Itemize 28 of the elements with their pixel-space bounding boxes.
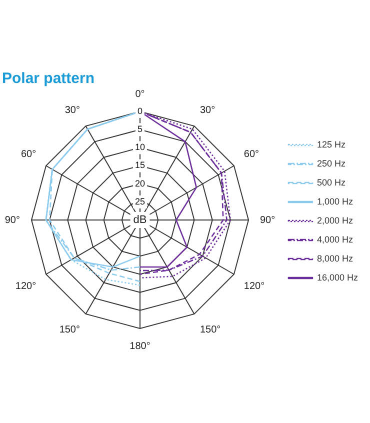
legend-label: 16,000 Hz	[316, 272, 358, 282]
spoke-label: 0°	[135, 88, 145, 100]
legend-label: 8,000 Hz	[316, 253, 354, 264]
y-tick-label: 0	[137, 106, 143, 116]
y-tick-label: 5	[137, 124, 143, 134]
y-tick-label: 10	[134, 142, 146, 152]
spoke-label: 60°	[244, 148, 260, 160]
spoke-label: 150°	[59, 324, 80, 336]
legend-label: 125 Hz	[316, 139, 346, 150]
spoke-label: 30°	[200, 104, 216, 116]
legend-label: 4,000 Hz	[316, 234, 354, 244]
y-tick-label: 15	[134, 160, 146, 170]
spoke-label: 180°	[130, 340, 150, 352]
legend-label: 1,000 Hz	[316, 196, 354, 206]
chart-title: Polar pattern	[2, 70, 95, 88]
legend-label: 250 Hz	[316, 158, 346, 168]
spoke-label: 90°	[260, 214, 276, 226]
spoke-label: 120°	[15, 280, 36, 292]
text: dB	[133, 214, 147, 226]
spoke-label: 120°	[244, 280, 265, 292]
spoke-label: 150°	[200, 324, 221, 336]
y-tick-label: 25	[134, 196, 146, 206]
spoke-label: 90°	[4, 214, 20, 226]
legend-label: 500 Hz	[316, 177, 346, 188]
spoke-label: 30°	[64, 104, 80, 116]
y-tick-label: 20	[134, 178, 146, 188]
legend-label: 2,000 Hz	[316, 215, 354, 226]
spoke-label: 60°	[20, 148, 36, 160]
